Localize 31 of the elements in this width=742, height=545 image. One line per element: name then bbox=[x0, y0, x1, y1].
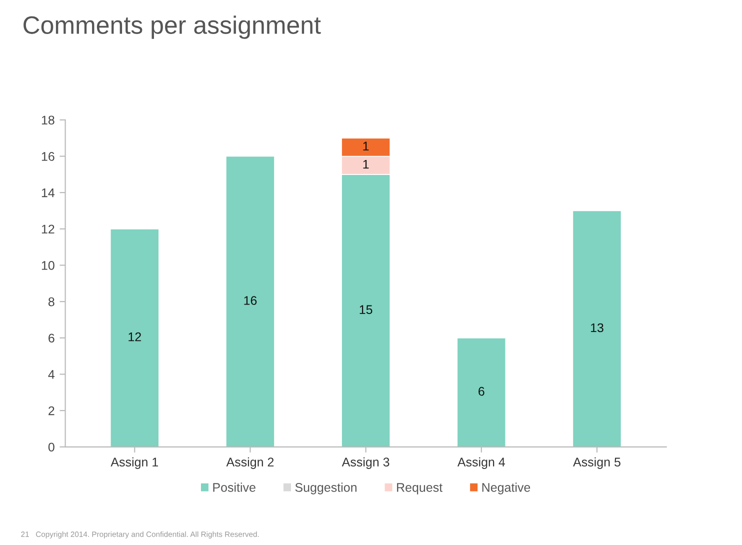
y-tick-label: 2 bbox=[48, 406, 54, 416]
x-tick-label: Assign 5 bbox=[573, 457, 620, 469]
legend-label: Suggestion bbox=[295, 482, 356, 494]
bar bbox=[456, 337, 506, 447]
bar bbox=[226, 156, 275, 447]
y-tick-label: 10 bbox=[42, 261, 54, 270]
legend-label: Negative bbox=[482, 482, 530, 494]
data-label: 1 bbox=[363, 160, 369, 169]
bar bbox=[110, 228, 160, 447]
x-tick-label: Assign 1 bbox=[110, 457, 158, 469]
y-tick-label: 0 bbox=[48, 442, 54, 452]
y-tick-label: 6 bbox=[48, 334, 54, 343]
y-tick-label: 16 bbox=[42, 152, 54, 161]
data-label: 6 bbox=[478, 386, 484, 396]
x-tick-label: Assign 4 bbox=[457, 457, 505, 469]
x-tick-label: Assign 2 bbox=[226, 457, 274, 469]
data-label: 16 bbox=[244, 296, 257, 305]
data-label: 15 bbox=[360, 305, 372, 314]
y-tick-label: 12 bbox=[42, 224, 54, 234]
y-tick-label: 4 bbox=[48, 370, 55, 379]
y-tick-label: 14 bbox=[42, 188, 55, 198]
legend-label: Positive bbox=[213, 482, 256, 492]
chart-title: Comments per assignment bbox=[24, 16, 321, 39]
data-label: 12 bbox=[128, 332, 141, 342]
bar bbox=[572, 210, 622, 447]
data-label: 13 bbox=[590, 323, 604, 332]
data-label: 1 bbox=[363, 142, 369, 150]
legend-label: Request bbox=[397, 483, 442, 494]
y-tick-label: 18 bbox=[42, 116, 54, 125]
y-tick-label: 8 bbox=[48, 297, 54, 306]
x-tick-label: Assign 3 bbox=[342, 457, 390, 469]
